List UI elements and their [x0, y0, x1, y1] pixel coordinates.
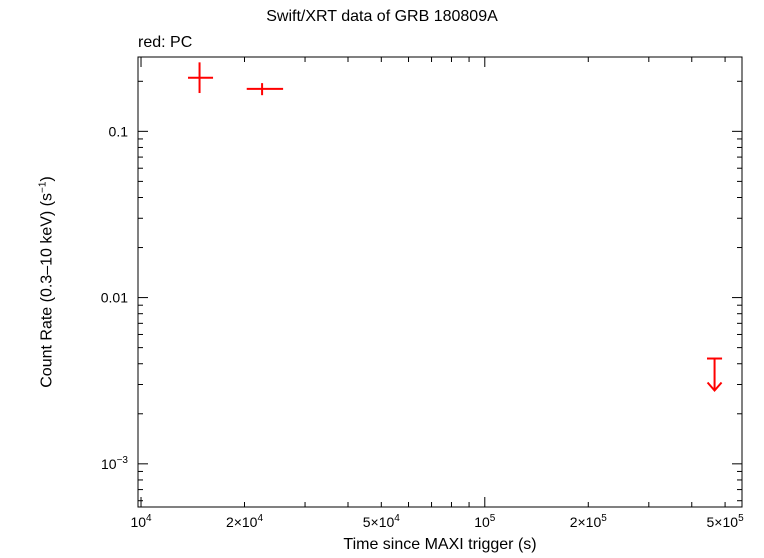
- y-axis-label-close: ): [38, 176, 56, 182]
- x-tick-label: 105: [474, 513, 496, 530]
- x-tick-label: 104: [130, 513, 152, 530]
- x-tick-label: 5×104: [363, 513, 401, 530]
- y-axis-label-main: Count Rate (0.3–10 keV) (s: [38, 192, 56, 388]
- y-tick-label: 0.1: [109, 123, 129, 139]
- chart-title: Swift/XRT data of GRB 180809A: [266, 8, 498, 25]
- x-tick-label: 2×104: [226, 513, 264, 530]
- plot-frame: [137, 56, 743, 508]
- y-axis-label-exponent: −1: [37, 181, 49, 193]
- x-tick-label: 2×105: [570, 513, 608, 530]
- data-marks: [188, 62, 723, 393]
- axis-ticks: [138, 57, 742, 507]
- upper-limit-arrowhead: [706, 381, 723, 393]
- axis-tick-labels: 104 2×104 5×104 105 2×105 5×105 0.1 0.01 10−3: [101, 123, 744, 530]
- y-tick-label: 0.01: [101, 290, 128, 306]
- x-tick-label: 5×105: [707, 513, 745, 530]
- x-axis-label: Time since MAXI trigger (s): [343, 536, 537, 553]
- y-axis-label: Count Rate (0.3–10 keV) (s−1): [37, 176, 56, 388]
- legend-label: red: PC: [138, 34, 193, 51]
- y-tick-label: 10−3: [101, 455, 128, 472]
